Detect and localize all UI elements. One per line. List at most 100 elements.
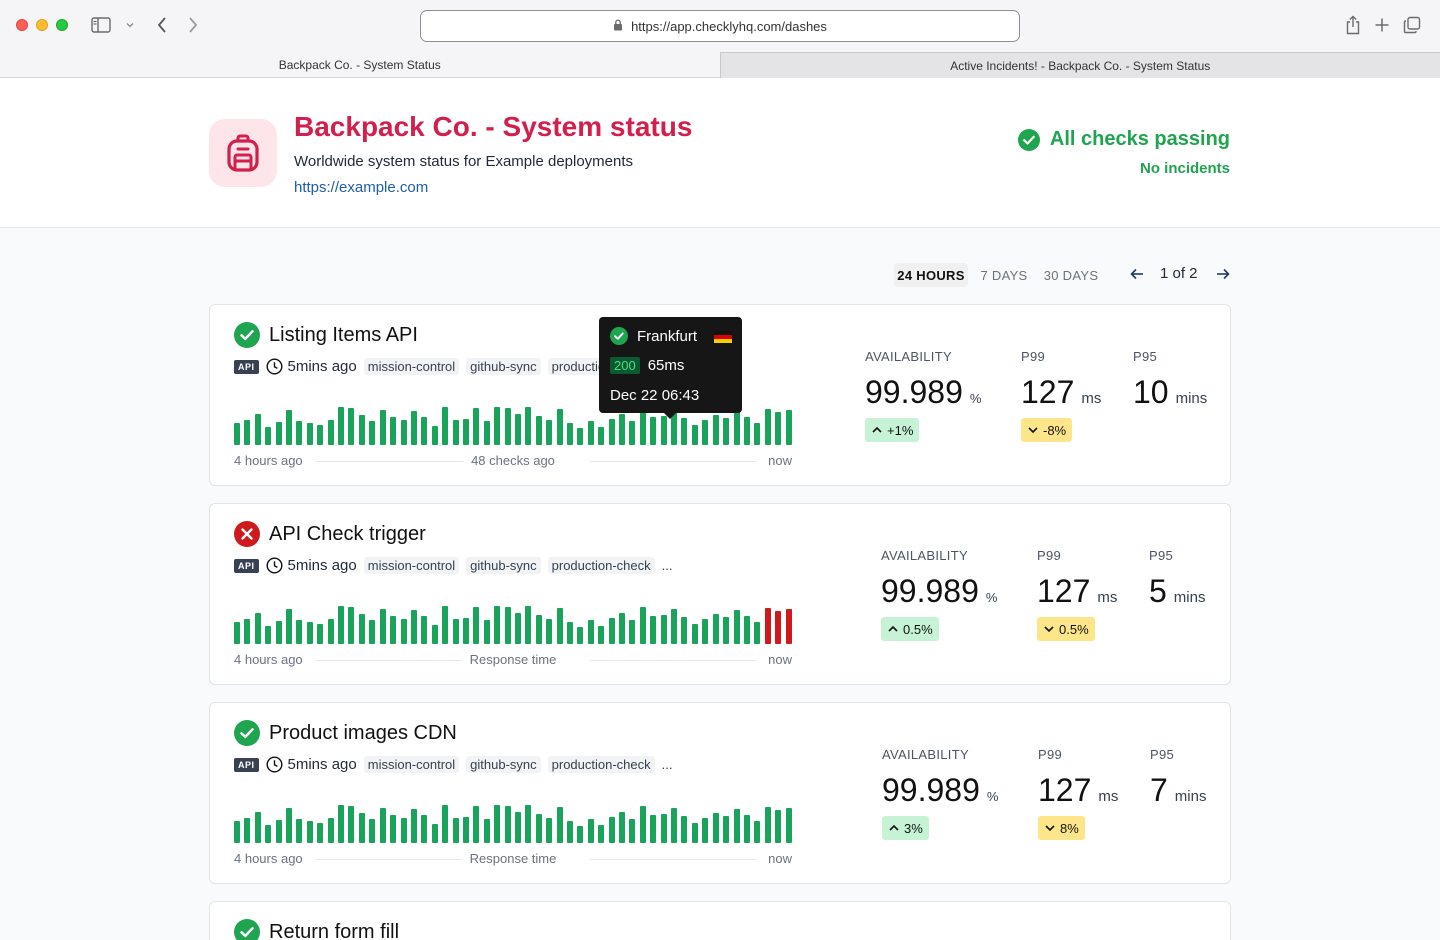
run-bar[interactable]: [608, 618, 615, 644]
run-bar[interactable]: [733, 411, 740, 445]
run-bar[interactable]: [608, 419, 615, 445]
more-tags[interactable]: ...: [661, 558, 673, 573]
run-bar[interactable]: [525, 606, 532, 644]
run-bar[interactable]: [691, 425, 698, 445]
run-bar[interactable]: [265, 427, 272, 445]
run-bar[interactable]: [244, 420, 251, 445]
run-bar[interactable]: [629, 620, 636, 644]
run-bar[interactable]: [504, 408, 511, 445]
run-bar[interactable]: [556, 807, 563, 843]
run-bar[interactable]: [743, 417, 750, 445]
run-bar[interactable]: [775, 810, 782, 843]
run-bar[interactable]: [598, 427, 605, 445]
run-bar[interactable]: [639, 806, 646, 843]
sidebar-toggle-icon[interactable]: [90, 14, 112, 36]
run-bar[interactable]: [494, 606, 501, 644]
run-bar[interactable]: [577, 428, 584, 445]
response-bars[interactable]: [234, 803, 792, 843]
response-bars[interactable]: [234, 604, 792, 644]
run-bar[interactable]: [535, 814, 542, 843]
tag[interactable]: mission-control: [363, 557, 460, 574]
run-bar[interactable]: [619, 613, 626, 644]
run-bar[interactable]: [317, 425, 324, 445]
run-bar[interactable]: [743, 616, 750, 644]
run-bar[interactable]: [275, 422, 282, 445]
run-bar[interactable]: [306, 622, 313, 644]
run-bar[interactable]: [317, 823, 324, 843]
run-bar[interactable]: [785, 808, 792, 843]
run-bar[interactable]: [254, 414, 261, 445]
run-bar[interactable]: [244, 818, 251, 843]
run-bar[interactable]: [764, 409, 771, 445]
run-bar[interactable]: [598, 626, 605, 644]
run-bar[interactable]: [400, 420, 407, 445]
run-bar[interactable]: [338, 606, 345, 644]
website-link[interactable]: https://example.com: [294, 179, 429, 196]
run-bar[interactable]: [775, 412, 782, 445]
run-bar[interactable]: [254, 613, 261, 644]
tag[interactable]: production-check: [547, 756, 655, 773]
close-window-button[interactable]: [16, 19, 28, 31]
response-bars[interactable]: [234, 405, 792, 445]
run-bar[interactable]: [390, 815, 397, 843]
run-bar[interactable]: [338, 805, 345, 843]
run-bar[interactable]: [608, 817, 615, 843]
run-bar[interactable]: [234, 423, 240, 445]
run-bar[interactable]: [514, 613, 521, 644]
run-bar[interactable]: [462, 817, 469, 843]
new-tab-icon[interactable]: [1372, 14, 1392, 36]
run-bar[interactable]: [723, 418, 730, 445]
run-bar[interactable]: [369, 421, 376, 445]
run-bar[interactable]: [691, 624, 698, 644]
run-bar[interactable]: [473, 607, 480, 644]
run-bar[interactable]: [785, 410, 792, 445]
run-bar[interactable]: [452, 818, 459, 843]
run-bar[interactable]: [327, 619, 334, 644]
run-bar[interactable]: [639, 607, 646, 644]
run-bar[interactable]: [567, 821, 573, 843]
run-bar[interactable]: [379, 808, 386, 843]
run-bar[interactable]: [462, 419, 469, 445]
run-bar[interactable]: [400, 818, 407, 843]
run-bar[interactable]: [556, 608, 563, 644]
run-bar[interactable]: [681, 617, 688, 644]
run-bar[interactable]: [265, 626, 272, 644]
run-bar[interactable]: [619, 414, 626, 445]
tag[interactable]: mission-control: [363, 756, 460, 773]
run-bar[interactable]: [514, 812, 521, 843]
run-bar[interactable]: [598, 825, 605, 843]
tab-overview-icon[interactable]: [1402, 14, 1422, 36]
run-bar[interactable]: [587, 421, 594, 445]
run-bar[interactable]: [619, 812, 626, 843]
run-bar[interactable]: [296, 819, 303, 843]
run-bar[interactable]: [525, 805, 532, 843]
run-bar[interactable]: [379, 410, 386, 445]
run-bar[interactable]: [743, 815, 750, 843]
run-bar[interactable]: [577, 627, 584, 644]
tag[interactable]: github-sync: [466, 756, 541, 773]
run-bar[interactable]: [639, 408, 646, 445]
run-bar[interactable]: [358, 813, 365, 843]
run-bar[interactable]: [691, 823, 698, 843]
run-bar[interactable]: [660, 416, 667, 445]
run-bar[interactable]: [660, 615, 667, 644]
address-bar[interactable]: https://app.checklyhq.com/dashes: [420, 10, 1020, 42]
run-bar[interactable]: [234, 821, 240, 843]
run-bar[interactable]: [421, 815, 428, 843]
run-bar[interactable]: [483, 819, 490, 843]
run-bar[interactable]: [681, 418, 688, 445]
run-bar[interactable]: [494, 407, 501, 445]
check-card-api-check-trigger[interactable]: API Check trigger API 5mins ago mission-…: [209, 503, 1231, 685]
run-bar[interactable]: [452, 619, 459, 644]
run-bar[interactable]: [442, 606, 449, 644]
run-bar[interactable]: [546, 420, 553, 445]
minimize-window-button[interactable]: [36, 19, 48, 31]
run-bar[interactable]: [504, 607, 511, 644]
run-bar[interactable]: [525, 407, 532, 445]
run-bar[interactable]: [234, 622, 240, 644]
run-bar[interactable]: [348, 806, 355, 843]
share-icon[interactable]: [1343, 14, 1363, 36]
run-bar[interactable]: [681, 816, 688, 843]
run-bar[interactable]: [379, 609, 386, 644]
run-bar[interactable]: [629, 819, 636, 843]
